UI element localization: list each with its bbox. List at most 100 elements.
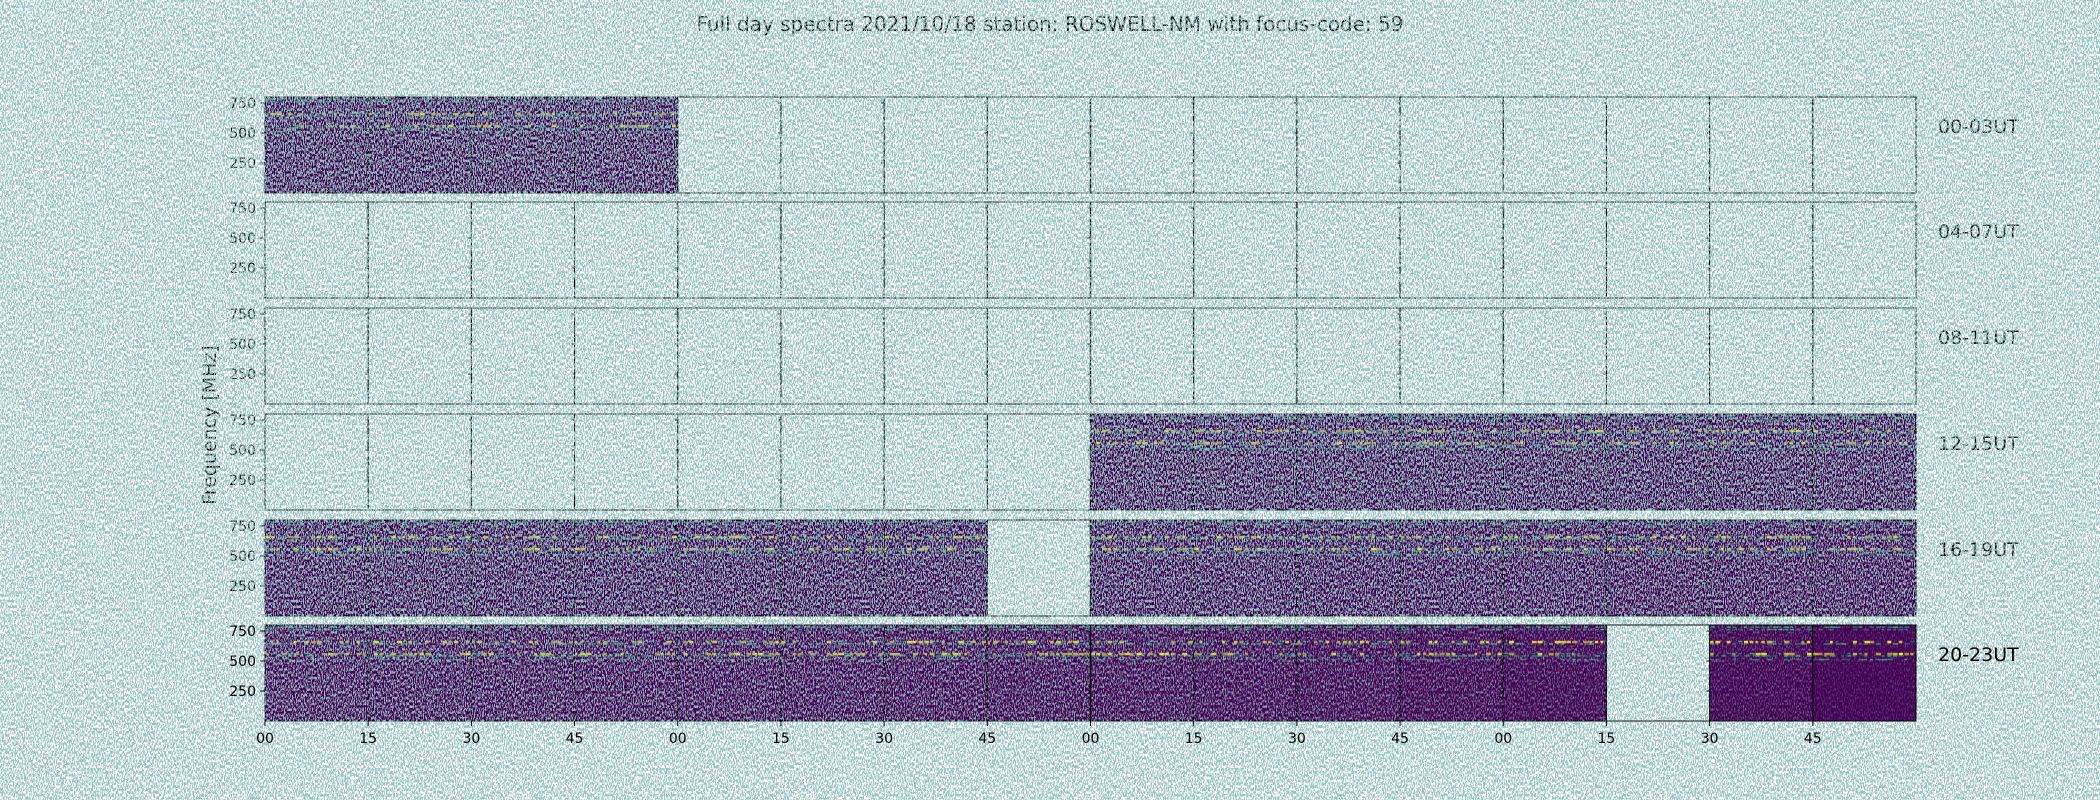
rfi-band-mark xyxy=(1233,658,1237,661)
rfi-band-mark xyxy=(1170,643,1175,645)
rfi-band-mark xyxy=(482,553,489,556)
rfi-band-mark xyxy=(643,127,650,129)
rfi-band-mark xyxy=(1445,441,1449,445)
rfi-band-mark xyxy=(265,628,270,631)
rfi-band-mark xyxy=(494,538,497,540)
rfi-band-mark xyxy=(1480,550,1484,552)
rfi-band-mark xyxy=(1606,447,1609,450)
rfi-band-mark xyxy=(1170,640,1176,644)
rfi-band-mark xyxy=(1887,628,1891,631)
rfi-band-mark xyxy=(1182,432,1186,434)
rfi-band-mark xyxy=(511,553,516,556)
rfi-band-mark xyxy=(1824,444,1830,446)
rfi-band-mark xyxy=(1709,628,1713,631)
empty-panel xyxy=(984,413,1091,511)
x-tick-label: 45 xyxy=(1804,731,1822,747)
rfi-band-mark xyxy=(884,538,887,540)
y-tick-label: 750 xyxy=(229,201,256,217)
rfi-band-mark xyxy=(1463,643,1468,645)
rfi-band-mark xyxy=(1342,538,1347,540)
rfi-band-mark xyxy=(1308,658,1313,661)
rfi-band-mark xyxy=(551,655,555,657)
rfi-band-mark xyxy=(1153,655,1158,657)
rfi-band-mark xyxy=(1153,523,1159,526)
rfi-band-mark xyxy=(545,523,549,526)
rfi-band-mark xyxy=(1165,535,1170,539)
rfi-band-mark xyxy=(964,658,968,661)
rfi-band-mark xyxy=(1474,658,1480,661)
panel-frame xyxy=(1090,307,1195,405)
rfi-band-mark xyxy=(265,538,271,540)
rfi-band-mark xyxy=(1084,655,1088,657)
rfi-band-mark xyxy=(798,643,801,645)
rfi-band-mark xyxy=(1417,432,1420,434)
rfi-band-mark xyxy=(511,655,516,657)
x-axis: 00 15 30 45 00 15 30 45 00 15 30 45 00 15 30 45 xyxy=(256,721,1822,747)
rfi-band-mark xyxy=(425,550,431,552)
rfi-band-mark xyxy=(1182,626,1188,628)
rfi-band-mark xyxy=(987,640,991,644)
rfi-band-mark xyxy=(328,535,334,539)
rfi-band-mark xyxy=(442,640,447,644)
rfi-band-mark xyxy=(643,115,648,117)
y-tick-label: 500 xyxy=(229,443,256,459)
rfi-band-mark xyxy=(1199,652,1202,656)
rfi-band-mark xyxy=(1314,626,1317,628)
rfi-band-mark xyxy=(477,640,483,644)
rfi-band-mark xyxy=(1331,444,1337,446)
rfi-band-mark xyxy=(1314,547,1319,550)
rfi-band-mark xyxy=(1755,432,1760,434)
rfi-band-mark xyxy=(712,640,717,644)
rfi-band-mark xyxy=(803,626,807,628)
rfi-band-mark xyxy=(1159,652,1165,656)
rfi-band-mark xyxy=(1107,640,1113,644)
rfi-band-mark xyxy=(408,640,412,644)
rfi-band-mark xyxy=(465,652,471,656)
rfi-band-mark xyxy=(1451,447,1455,450)
rfi-band-mark xyxy=(362,652,366,656)
rfi-band-mark xyxy=(855,655,859,657)
rfi-band-mark xyxy=(780,640,786,644)
rfi-band-mark xyxy=(1680,417,1687,420)
panel-frame xyxy=(677,201,782,299)
y-tick-label: 750 xyxy=(229,96,256,112)
rfi-band-mark xyxy=(1308,538,1315,540)
rfi-band-mark xyxy=(1451,429,1457,432)
rfi-band-mark xyxy=(379,626,384,628)
rfi-band-mark xyxy=(1285,415,1289,417)
rfi-band-mark xyxy=(1658,547,1663,551)
rfi-band-mark xyxy=(1629,550,1634,552)
rfi-band-mark xyxy=(895,643,902,645)
rfi-band-mark xyxy=(1044,655,1048,657)
rfi-band-mark xyxy=(1193,429,1199,433)
rfi-band-mark xyxy=(333,652,338,656)
rfi-band-mark xyxy=(1371,655,1376,657)
rfi-band-mark xyxy=(775,521,781,523)
rfi-band-mark xyxy=(1113,626,1118,628)
rfi-band-mark xyxy=(1554,550,1560,552)
rfi-band-mark xyxy=(345,115,351,117)
rfi-band-mark xyxy=(1589,441,1595,444)
rfi-band-mark xyxy=(1434,547,1438,550)
rfi-band-mark xyxy=(614,658,620,661)
rfi-band-mark xyxy=(1153,538,1158,540)
rfi-band-mark xyxy=(1319,523,1323,526)
rfi-band-mark xyxy=(826,626,830,628)
rfi-band-mark xyxy=(500,655,504,657)
rfi-band-mark xyxy=(1738,628,1744,631)
rfi-band-mark xyxy=(1721,429,1726,433)
rfi-band-mark xyxy=(1893,521,1896,523)
rfi-band-mark xyxy=(414,538,419,540)
rfi-band-mark xyxy=(1480,521,1485,523)
rfi-band-mark xyxy=(1268,640,1272,644)
rfi-band-mark xyxy=(1904,626,1910,628)
rfi-band-mark xyxy=(654,130,659,133)
rfi-band-mark xyxy=(465,626,470,628)
rfi-band-mark xyxy=(459,523,463,526)
rfi-band-mark xyxy=(1394,521,1399,523)
rfi-band-mark xyxy=(1508,628,1512,631)
rfi-band-mark xyxy=(1870,626,1875,628)
spectrogram-panel xyxy=(1293,413,1401,511)
rfi-band-mark xyxy=(1233,553,1239,556)
rfi-band-mark xyxy=(1778,628,1782,631)
